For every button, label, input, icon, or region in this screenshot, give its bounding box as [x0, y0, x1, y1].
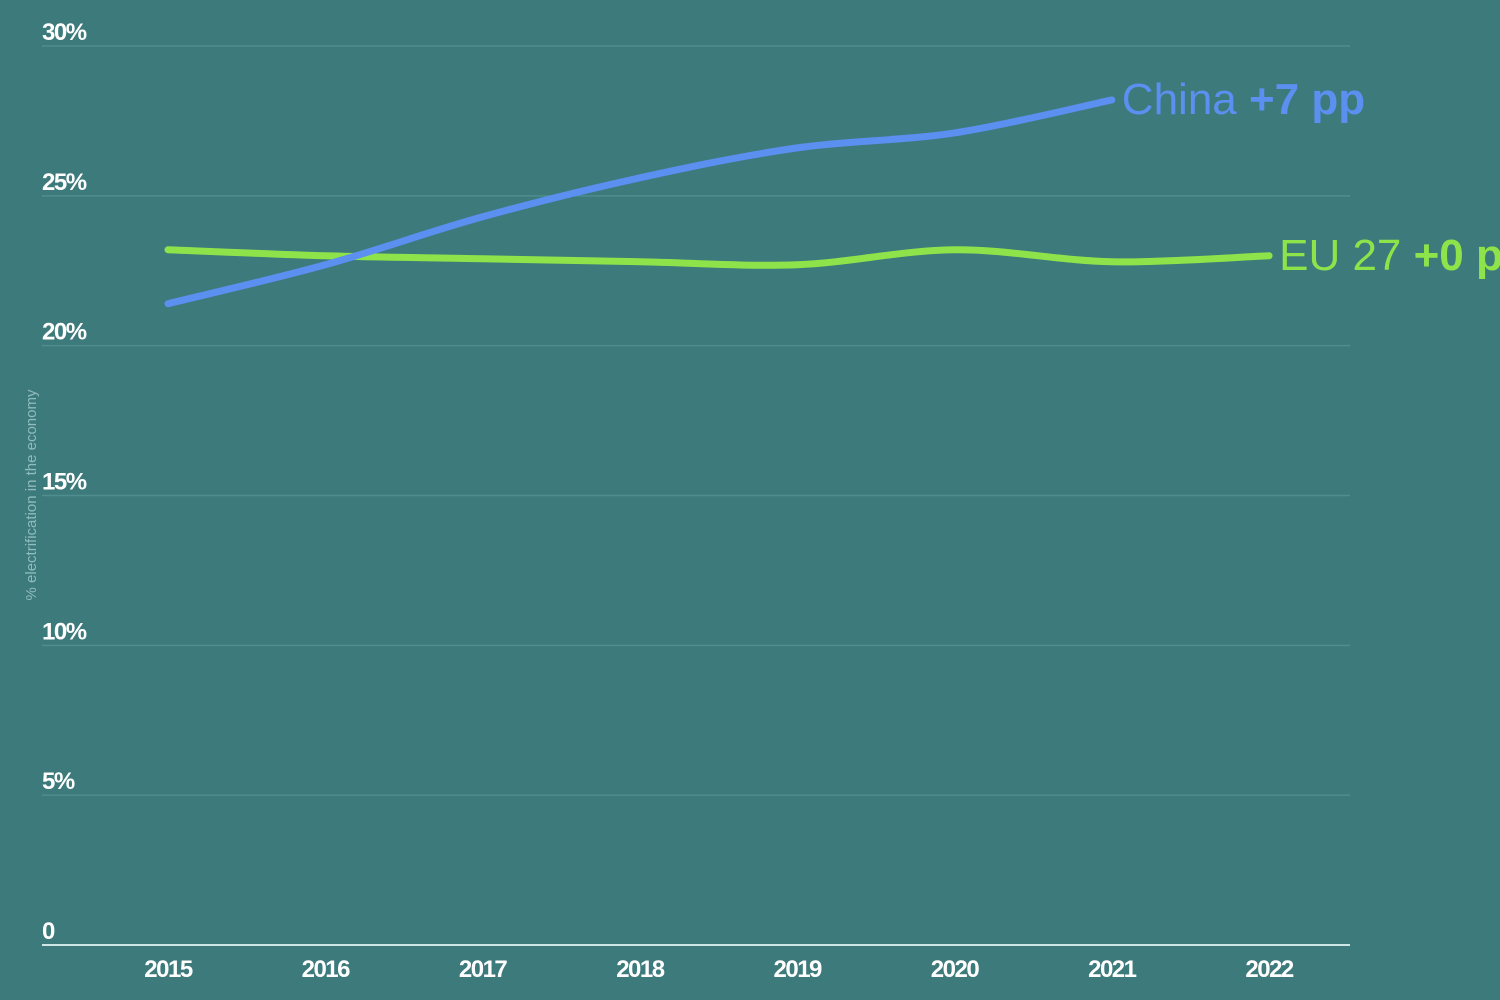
- series-layer: [164, 96, 1273, 308]
- x-tick-label: 2017: [459, 956, 508, 983]
- series-change: +0 pp: [1414, 231, 1500, 280]
- series-line-china: [164, 96, 1116, 308]
- y-tick-label: 20%: [42, 319, 87, 346]
- series-end-label-china: China +7 pp: [1122, 75, 1365, 124]
- x-tick-label: 2016: [302, 956, 351, 983]
- x-tick-label: 2015: [144, 956, 193, 983]
- y-tick-label: 15%: [42, 469, 87, 496]
- x-tick-label: 2018: [616, 956, 665, 983]
- grid-layer: [42, 45, 1350, 796]
- series-name: China: [1122, 75, 1249, 124]
- y-tick-label: 5%: [42, 768, 75, 795]
- x-tick-labels: 2015 2016 2017 2018 2019 2020 2021 2022: [144, 956, 1295, 983]
- x-tick-label: 2019: [774, 956, 823, 983]
- x-tick-label: 2022: [1245, 956, 1294, 983]
- series-change: +7 pp: [1249, 75, 1365, 124]
- y-axis-label: % electrification in the economy: [23, 389, 40, 600]
- x-tick-label: 2020: [931, 956, 980, 983]
- series-end-labels: EU 27 +0 pp China +7 pp: [1122, 75, 1500, 280]
- series-end-label-eu-27: EU 27 +0 pp: [1279, 231, 1500, 280]
- y-tick-label: 30%: [42, 19, 87, 46]
- y-tick-label: 0: [42, 918, 55, 945]
- x-tick-label: 2021: [1088, 956, 1137, 983]
- series-name: EU 27: [1279, 231, 1414, 280]
- y-tick-label: 10%: [42, 618, 87, 645]
- y-tick-label: 25%: [42, 169, 87, 196]
- y-tick-labels: 0 5% 10% 15% 20% 25% 30%: [42, 19, 88, 945]
